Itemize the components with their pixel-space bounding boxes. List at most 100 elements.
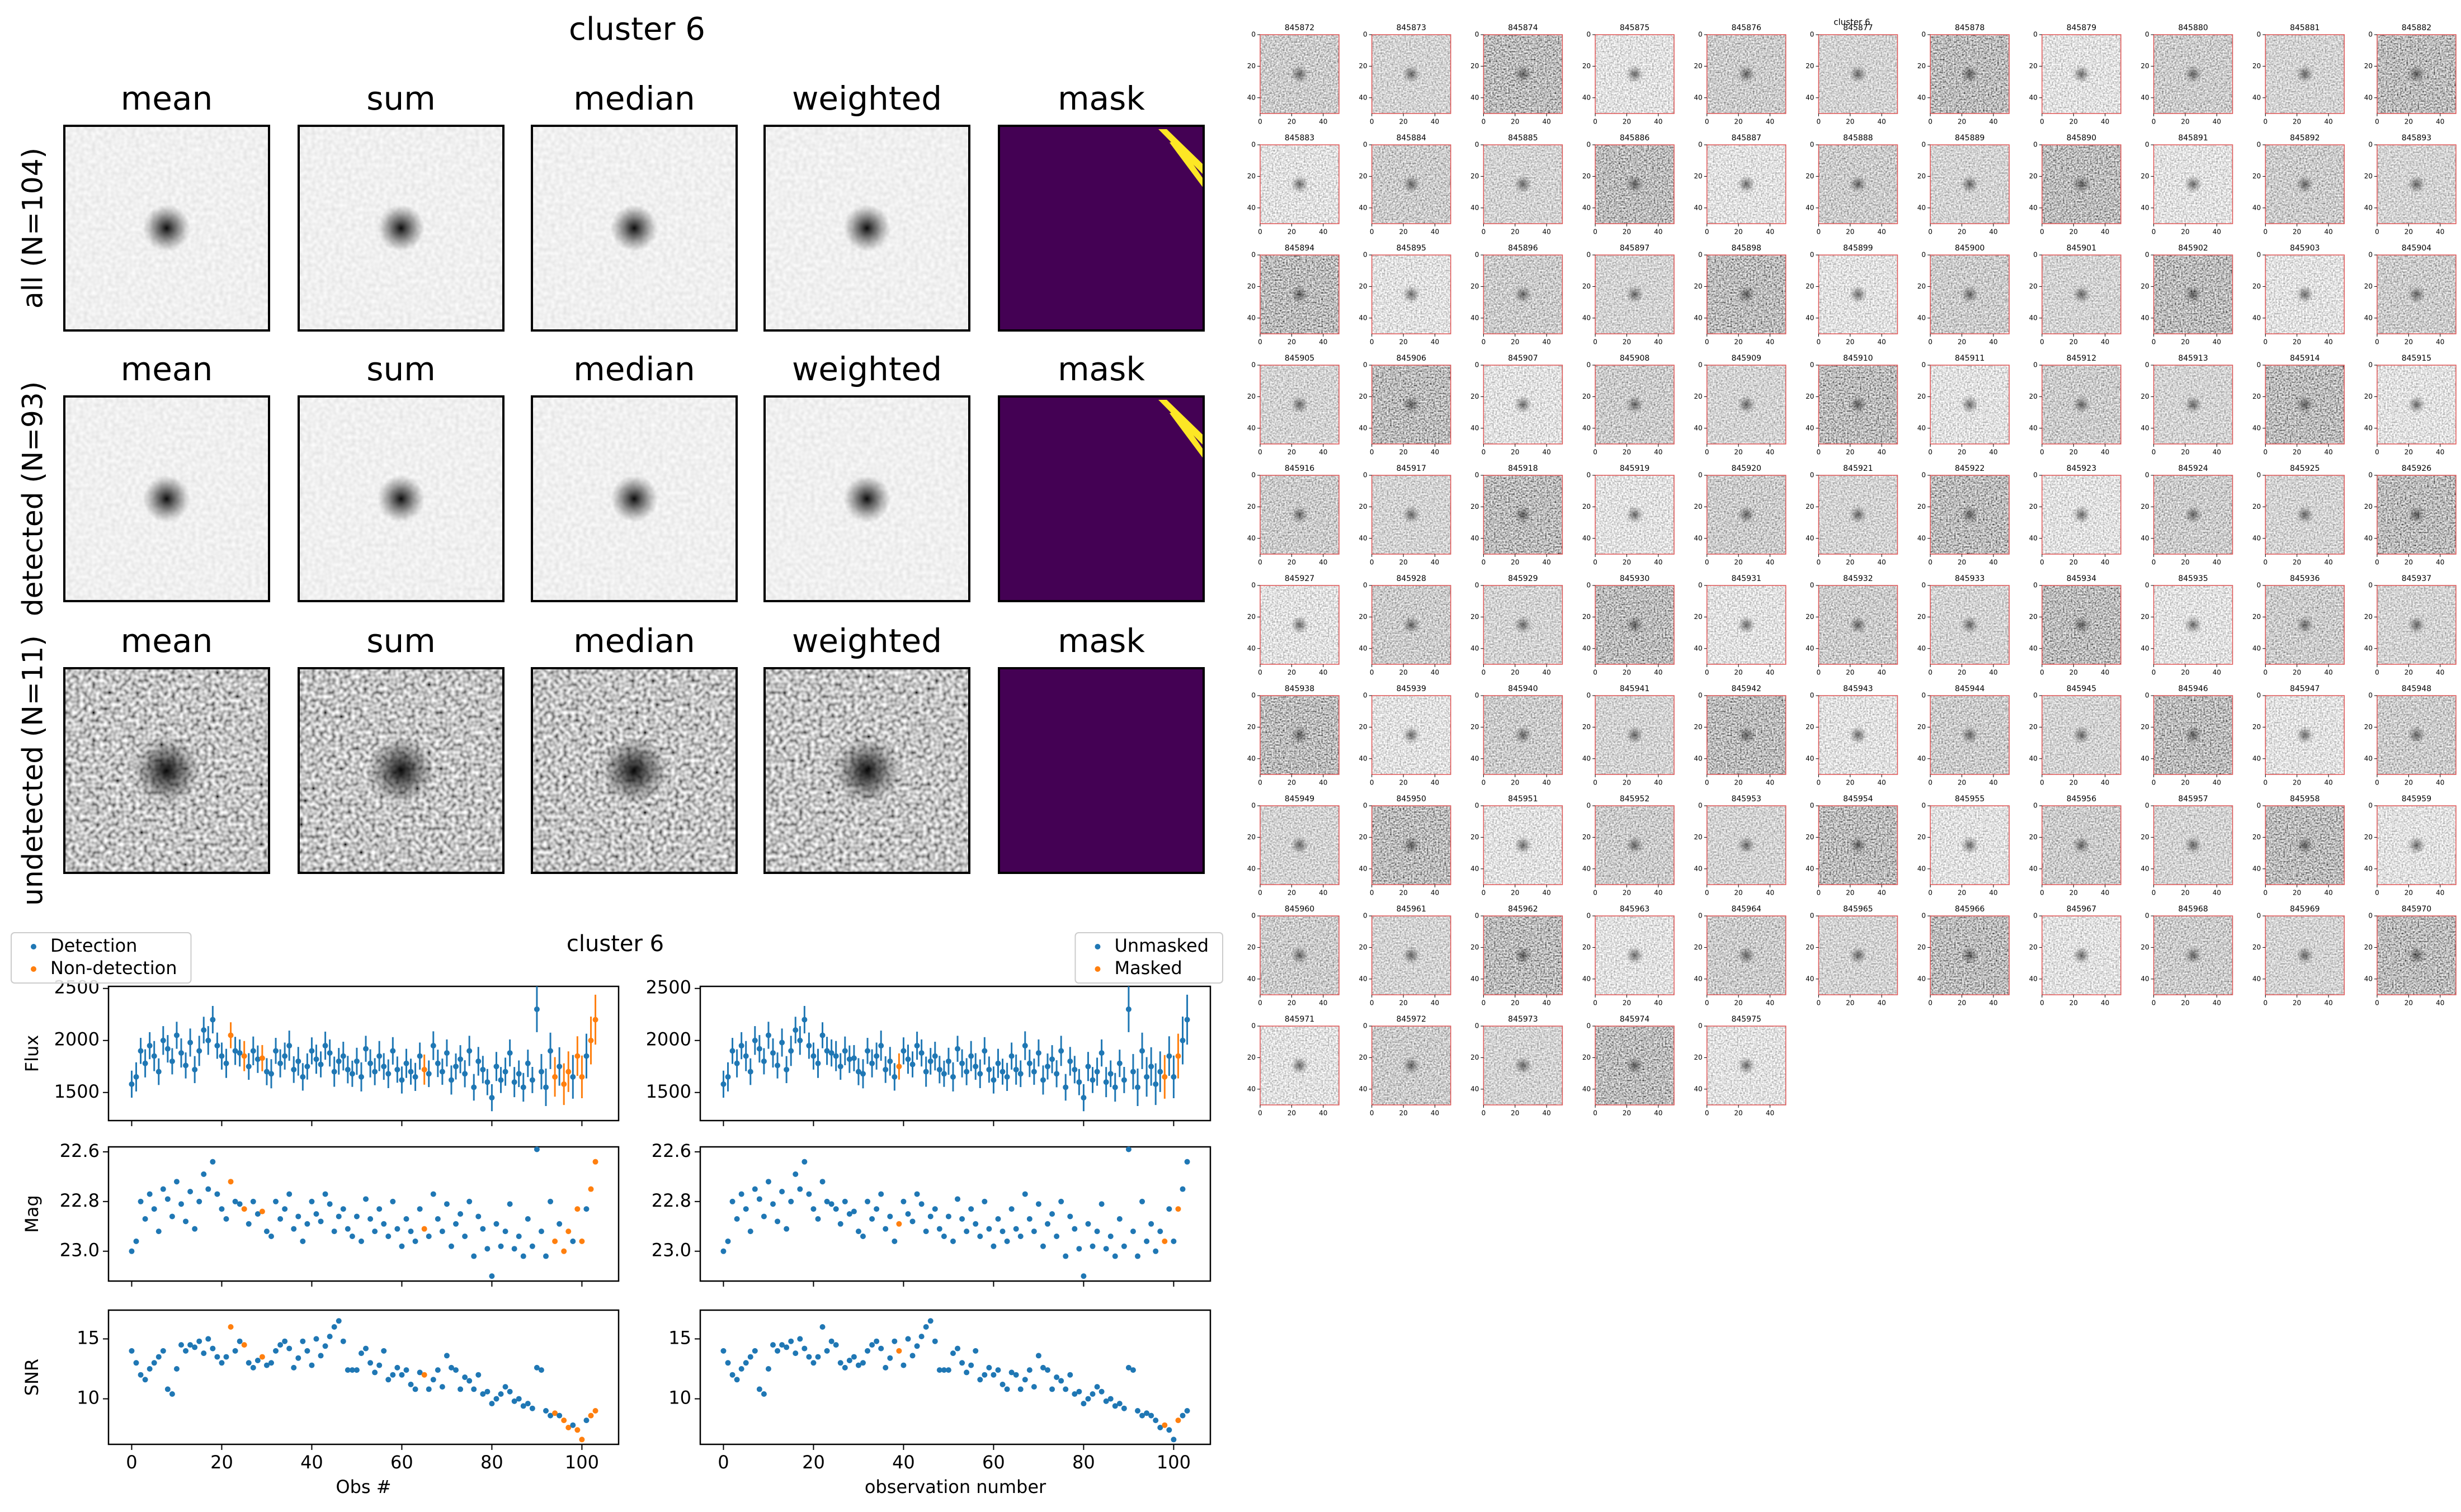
data-point: [1180, 1037, 1186, 1043]
x-tick-label: 0: [1593, 1109, 1597, 1117]
y-tick-label: 40: [1247, 534, 1256, 542]
thumbnail-label: 845933: [1955, 574, 1984, 583]
thumbnail-frame: [1818, 365, 1898, 445]
source-blob: [2072, 395, 2091, 414]
x-tick-label: 0: [1482, 889, 1486, 897]
data-point: [376, 1053, 383, 1059]
y-tick-label: 0: [1922, 31, 1926, 39]
data-point: [304, 1221, 310, 1227]
data-point: [493, 1396, 499, 1402]
data-point: [1008, 1369, 1015, 1376]
thumbnail-label: 845924: [2178, 464, 2208, 473]
thumbnail-frame: [1706, 805, 1786, 885]
thumbnail-label: 845911: [1955, 354, 1984, 363]
data-point: [403, 1216, 409, 1222]
data-point: [579, 1437, 585, 1443]
y-tick-label: 20: [1470, 172, 1479, 180]
data-point: [878, 1191, 884, 1197]
x-tick-label: 20: [1288, 559, 1296, 566]
source-blob: [601, 737, 668, 804]
data-point: [1184, 1159, 1190, 1165]
data-point: [381, 1221, 387, 1227]
x-tick-label: 40: [1878, 889, 1886, 897]
data-point: [273, 1198, 279, 1204]
data-point: [1058, 1048, 1064, 1054]
y-tick-label: 20: [1470, 613, 1479, 621]
x-tick-label: 0: [2375, 779, 2379, 787]
row-label: undetected (N=11): [17, 635, 49, 906]
x-tick-label: 20: [1511, 228, 1519, 236]
data-point: [770, 1050, 776, 1056]
data-point: [1063, 1386, 1069, 1392]
data-point: [1045, 1221, 1051, 1227]
source-blob: [2295, 65, 2314, 83]
thumbnail-frame: [2377, 34, 2457, 114]
x-tick-label: 0: [2152, 448, 2156, 456]
data-point: [561, 1248, 567, 1254]
data-point: [1072, 1066, 1078, 1072]
data-point: [806, 1043, 812, 1049]
data-point: [869, 1342, 875, 1348]
x-tick-label: 40: [2213, 999, 2221, 1007]
x-tick-label: 40: [1319, 559, 1327, 566]
y-tick-label: 40: [1470, 754, 1479, 762]
data-point: [793, 1027, 799, 1033]
data-point: [1045, 1367, 1051, 1373]
data-point: [1180, 1412, 1186, 1419]
data-point: [955, 1345, 961, 1352]
data-point: [747, 1069, 753, 1075]
source-blob: [1625, 836, 1644, 854]
thumbnail-label: 845915: [2402, 354, 2431, 363]
data-point: [304, 1064, 310, 1070]
x-tick-label: 20: [1958, 999, 1966, 1007]
image-title: median: [573, 622, 695, 660]
y-tick-label: 0: [1475, 912, 1479, 920]
data-point: [982, 1372, 988, 1378]
y-tick-label: 0: [2368, 141, 2373, 149]
data-point: [196, 1198, 202, 1204]
x-tick-label: 20: [2293, 999, 2301, 1007]
y-tick-label: 0: [1586, 31, 1591, 39]
y-tick-label: 15: [77, 1327, 100, 1348]
x-tick-label: 20: [2293, 779, 2301, 787]
source-blob: [1514, 616, 1532, 634]
data-point: [201, 1027, 207, 1033]
y-tick-label: 40: [1917, 93, 1926, 101]
data-point: [376, 1362, 383, 1368]
y-tick-label: 40: [1470, 644, 1479, 652]
data-point: [147, 1191, 153, 1197]
source-blob: [1849, 946, 1867, 965]
y-tick-label: 20: [2364, 613, 2373, 621]
data-point: [932, 1053, 938, 1059]
x-tick-label: 40: [1543, 999, 1551, 1007]
data-point: [1022, 1377, 1028, 1383]
thumbnail-frame: [1371, 805, 1451, 885]
data-point: [318, 1218, 324, 1225]
x-tick-label: 40: [2213, 338, 2221, 346]
source-blob: [2072, 505, 2091, 524]
data-point: [183, 1348, 189, 1354]
data-point: [1008, 1053, 1015, 1059]
x-tick-label: 20: [1846, 999, 1854, 1007]
y-tick-label: 40: [2364, 534, 2373, 542]
x-tick-label: 0: [1817, 779, 1821, 787]
data-point: [268, 1071, 274, 1077]
y-tick-label: 40: [2364, 314, 2373, 322]
x-tick-label: 20: [1958, 228, 1966, 236]
thumbnail-frame: [1483, 805, 1563, 885]
x-tick-label: 0: [1928, 448, 1932, 456]
data-point: [986, 1364, 992, 1371]
thumbnail-label: 845967: [2067, 905, 2096, 914]
data-point: [318, 1061, 324, 1067]
data-point: [192, 1066, 198, 1072]
x-tick-label: 0: [1817, 999, 1821, 1007]
x-tick-label: 40: [2436, 559, 2444, 566]
data-point: [507, 1201, 513, 1207]
data-point: [133, 1238, 139, 1244]
data-point: [394, 1066, 400, 1072]
x-tick-label: 20: [1958, 448, 1966, 456]
thumbnail-frame: [2042, 585, 2121, 665]
data-point: [129, 1248, 135, 1254]
data-point: [743, 1360, 749, 1366]
